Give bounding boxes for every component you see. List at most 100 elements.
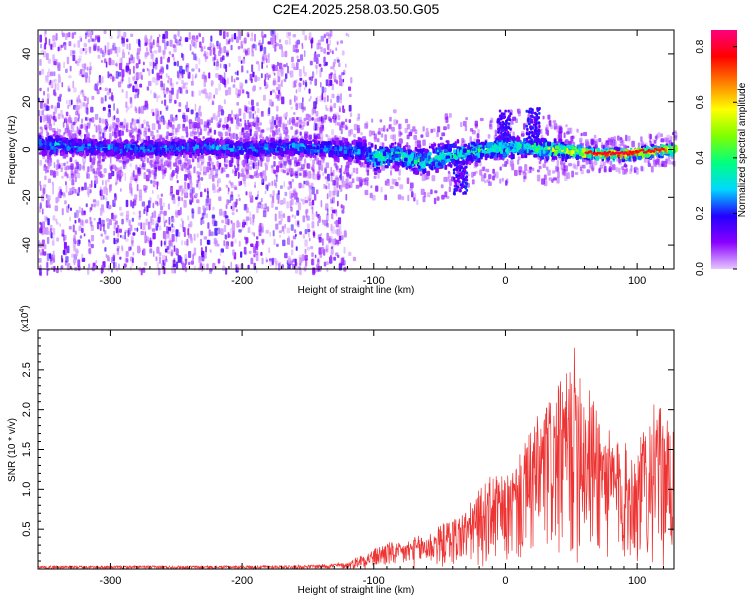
spectrogram-haze-cell	[119, 121, 124, 126]
spectrogram-haze-cell	[368, 130, 372, 137]
spectrogram-noise-cell	[46, 101, 49, 106]
spectrogram-noise-cell	[113, 103, 115, 111]
spectrogram-noise-cell	[245, 216, 250, 221]
spectrogram-noise-cell	[130, 33, 134, 37]
spectrogram-haze-cell	[430, 189, 433, 195]
spectrogram-haze-cell	[193, 131, 198, 135]
spectrogram-noise-cell	[308, 114, 311, 117]
spectrogram-noise-cell	[81, 220, 85, 227]
spectrogram-noise-cell	[187, 215, 190, 221]
spectrogram-noise-cell	[341, 72, 345, 76]
spectrogram-noise-cell	[83, 96, 87, 102]
spectrogram-noise-cell	[212, 174, 215, 182]
spectrogram-noise-cell	[160, 110, 162, 115]
spectrogram-haze-cell	[556, 176, 560, 184]
spectrogram-noise-cell	[176, 92, 179, 99]
spectrogram-noise-cell	[101, 76, 104, 84]
spectrogram-noise-cell	[252, 71, 255, 78]
spectrogram-noise-cell	[262, 54, 265, 61]
spectrogram-noise-cell	[172, 197, 176, 204]
spectrogram-noise-cell	[205, 213, 209, 219]
spectrogram-noise-cell	[325, 178, 329, 185]
spectrogram-noise-cell	[211, 214, 216, 219]
spectrogram-noise-cell	[166, 64, 169, 70]
spectrogram-noise-cell	[336, 181, 339, 188]
spectrogram-noise-cell	[299, 124, 302, 129]
spectrogram-haze-cell	[601, 141, 604, 149]
spectrogram-noise-cell	[125, 101, 128, 109]
spectrogram-noise-cell	[61, 175, 64, 179]
spectrogram-noise-cell	[325, 185, 328, 190]
spectrogram-noise-cell	[121, 69, 125, 78]
spectrogram-noise-cell	[44, 215, 48, 223]
spectrogram-haze-cell	[447, 171, 451, 179]
spectrogram-noise-cell	[315, 110, 319, 117]
spectrogram-noise-cell	[274, 91, 277, 100]
spectrogram-haze-cell	[177, 166, 180, 171]
spectrogram-noise-cell	[203, 236, 208, 240]
spectrogram-noise-cell	[245, 237, 249, 244]
spectrogram-noise-cell	[219, 251, 222, 257]
spectrogram-noise-cell	[173, 198, 176, 205]
spectrogram-noise-cell	[42, 187, 46, 194]
spectrogram-noise-cell	[126, 38, 129, 43]
spectrogram-noise-cell	[54, 83, 57, 90]
spectrogram-noise-cell	[232, 249, 235, 256]
spectrogram-noise-cell	[329, 39, 331, 46]
spectrogram-noise-cell	[290, 224, 294, 231]
spectrogram-haze-cell	[634, 167, 638, 171]
spectrogram-noise-cell	[326, 222, 329, 228]
spectrogram-noise-cell	[224, 79, 227, 88]
spectrogram-noise-cell	[266, 206, 270, 212]
spectrogram-noise-cell	[338, 62, 341, 68]
spectrogram-haze-cell	[116, 167, 121, 174]
spectrogram-noise-cell	[101, 49, 104, 54]
spectrogram-noise-cell	[155, 77, 159, 86]
spectrogram-haze-cell	[586, 169, 591, 174]
spectrogram-noise-cell	[295, 89, 298, 94]
spectrogram-noise-cell	[231, 169, 235, 174]
spectrogram-noise-cell	[181, 261, 185, 266]
spectrogram-noise-cell	[196, 183, 198, 188]
spectrogram-noise-cell	[190, 109, 194, 114]
spectrogram-noise-cell	[50, 104, 54, 109]
spectrogram-noise-cell	[204, 58, 207, 63]
spectrogram-noise-cell	[172, 259, 176, 268]
spectrogram-noise-cell	[274, 257, 277, 264]
spectrogram-noise-cell	[223, 72, 226, 80]
spectrogram-haze-cell	[115, 125, 119, 131]
spectrogram-noise-cell	[301, 45, 304, 50]
spectrogram-haze-cell	[365, 177, 369, 182]
spectrogram-haze-cell	[224, 163, 228, 168]
spectrogram-noise-cell	[235, 87, 238, 96]
spectrogram-noise-cell	[97, 54, 101, 59]
spectrogram-haze-cell	[298, 116, 302, 122]
spectrogram-noise-cell	[246, 32, 250, 38]
spectrogram-noise-cell	[95, 260, 98, 264]
spectrogram-haze-cell	[416, 199, 419, 206]
spectrogram-noise-cell	[172, 117, 175, 124]
spectrogram-noise-cell	[158, 252, 162, 256]
spectrogram-haze-cell	[248, 123, 251, 128]
spectrogram-noise-cell	[285, 111, 288, 117]
spectrogram-noise-cell	[93, 217, 96, 221]
spectrogram-noise-cell	[142, 68, 145, 73]
spectrogram-noise-cell	[52, 35, 56, 42]
spectrogram-haze-cell	[239, 118, 242, 122]
spectrogram-noise-cell	[190, 260, 194, 265]
spectrogram-haze-cell	[514, 169, 518, 176]
spectrogram-haze-cell	[182, 126, 186, 132]
spectrogram-haze-cell	[278, 122, 281, 127]
spectrogram-noise-cell	[85, 32, 87, 40]
spectrogram-noise-cell	[260, 203, 264, 209]
spectrogram-noise-cell	[71, 99, 73, 105]
spectrogram-noise-cell	[315, 57, 319, 64]
spectrogram-noise-cell	[134, 106, 137, 112]
spectrogram-noise-cell	[316, 117, 320, 122]
spectrogram-noise-cell	[298, 262, 302, 266]
spectrogram-noise-cell	[49, 228, 53, 233]
spectrogram-noise-cell	[118, 264, 120, 268]
spectrogram-noise-cell	[165, 219, 168, 223]
spectrogram-noise-cell	[173, 61, 177, 66]
spectrogram-noise-cell	[254, 184, 256, 188]
